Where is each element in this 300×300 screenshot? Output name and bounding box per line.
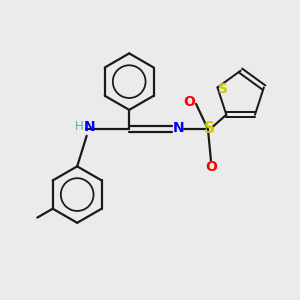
Text: H: H [75,120,84,133]
Text: N: N [83,120,95,134]
Text: S: S [204,121,215,136]
Text: S: S [218,82,228,96]
Text: O: O [206,160,218,174]
Text: O: O [184,95,196,110]
Text: N: N [173,121,184,135]
